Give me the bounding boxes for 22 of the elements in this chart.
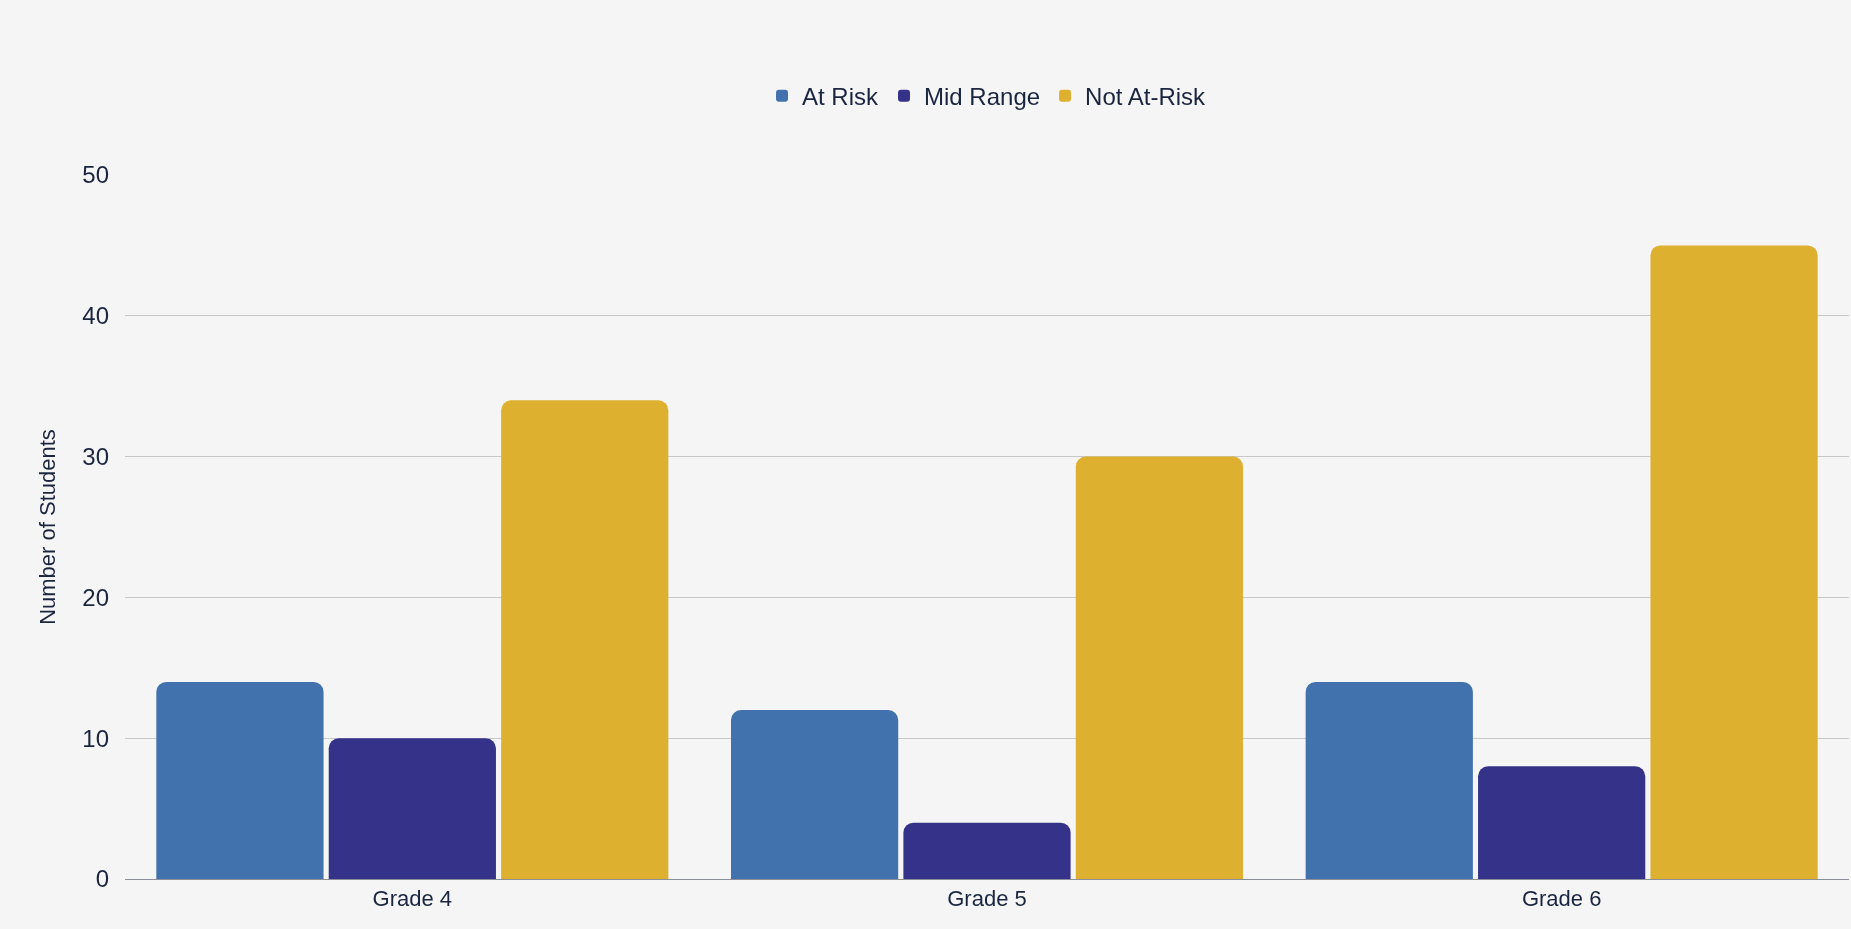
y-tick-label: 40 bbox=[82, 302, 109, 330]
bar bbox=[903, 822, 1071, 879]
y-tick-label: 0 bbox=[95, 865, 109, 893]
bar bbox=[1305, 681, 1473, 879]
legend-label: Mid Range bbox=[924, 83, 1041, 111]
x-tick-label: Grade 6 bbox=[1521, 886, 1602, 912]
x-tick-label: Grade 4 bbox=[372, 886, 453, 912]
bar bbox=[1075, 456, 1244, 879]
y-tick-label: 20 bbox=[82, 583, 109, 611]
bar bbox=[730, 710, 899, 879]
y-axis-title: Number of Students bbox=[35, 429, 61, 625]
bar bbox=[1650, 245, 1818, 879]
y-tick-label: 50 bbox=[82, 161, 109, 189]
legend-label: Not At-Risk bbox=[1085, 83, 1207, 111]
y-tick-label: 10 bbox=[82, 724, 109, 752]
bar bbox=[501, 400, 669, 879]
bar bbox=[328, 738, 496, 879]
bar bbox=[156, 681, 324, 879]
y-tick-label: 30 bbox=[82, 443, 109, 470]
bar bbox=[1478, 766, 1646, 879]
legend-label: At Risk bbox=[802, 83, 880, 111]
x-tick-label: Grade 5 bbox=[947, 886, 1027, 912]
